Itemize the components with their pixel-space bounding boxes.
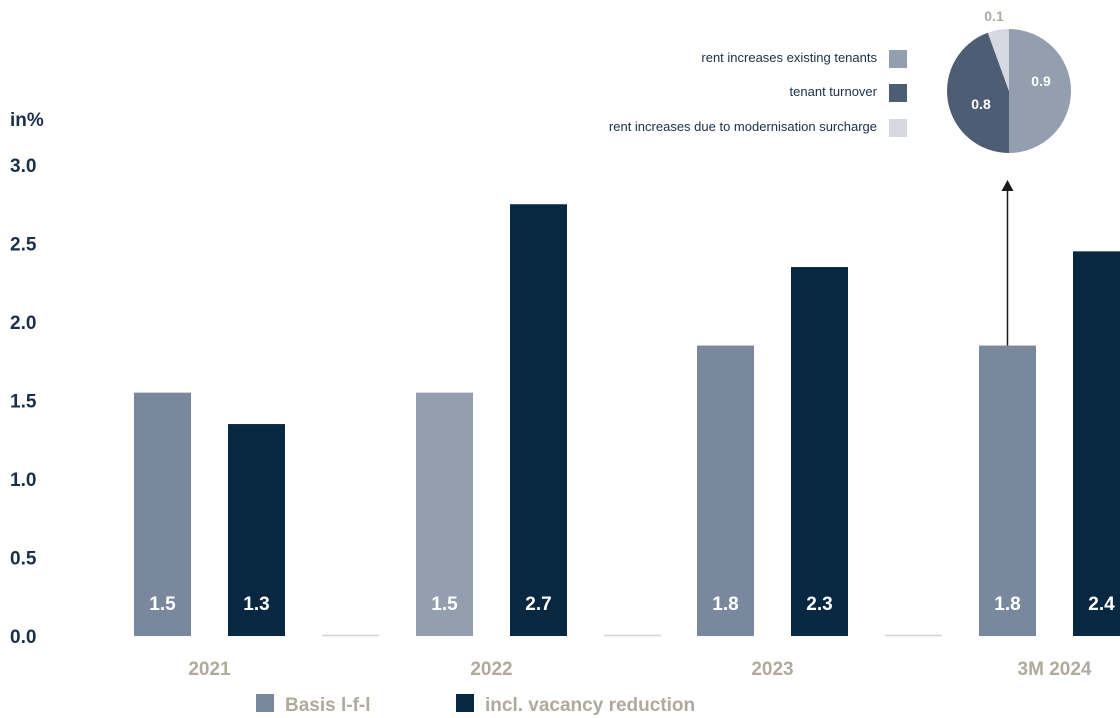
pie-link-arrow: [1001, 180, 1014, 346]
pie-slice: [1009, 29, 1071, 153]
bar-value-label: 1.8: [994, 594, 1020, 615]
pie-legend-label: tenant turnover: [790, 84, 878, 99]
bar-group: [134, 204, 1120, 636]
pie-slice-label: 0.8: [971, 96, 991, 112]
bar: [228, 424, 285, 636]
inset-pie: 0.9 0.8 0.1: [946, 8, 1071, 153]
bar-value-label: 1.5: [431, 594, 458, 615]
pie-legend-label: rent increases due to modernisation surc…: [609, 119, 877, 134]
bar-value-label: 2.3: [806, 594, 832, 615]
y-tick-label: 3.0: [10, 156, 36, 177]
y-axis-ticks: 0.0 0.5 1.0 1.5 2.0 2.5 3.0: [10, 156, 37, 648]
x-tick-label: 2021: [188, 659, 231, 680]
legend-label: Basis l-f-l: [285, 695, 371, 716]
y-axis-unit: in%: [10, 110, 44, 131]
y-tick-label: 0.5: [10, 549, 37, 570]
y-tick-label: 0.0: [10, 627, 36, 648]
pie-slice-label: 0.1: [984, 8, 1004, 24]
y-tick-label: 1.0: [10, 470, 36, 491]
bar-labels: 1.5 1.5 1.8 1.8 1.3 2.7 2.3 2.4: [149, 594, 1115, 615]
pie-slice-label: 0.9: [1031, 73, 1051, 89]
pie-legend-swatch: [889, 119, 907, 137]
legend-label: incl. vacancy reduction: [485, 695, 695, 716]
legend: Basis l-f-l incl. vacancy reduction: [256, 694, 695, 716]
bar-value-label: 1.5: [149, 594, 176, 615]
bar-value-label: 1.8: [712, 594, 738, 615]
legend-swatch: [456, 694, 474, 712]
y-tick-label: 2.5: [10, 235, 37, 256]
arrow-head: [1001, 180, 1014, 191]
bar-value-label: 1.3: [243, 594, 269, 615]
bar: [416, 392, 473, 636]
bar: [791, 267, 848, 636]
x-axis-labels: 2021 2022 2023 3M 2024: [188, 659, 1092, 680]
pie-slice: [946, 32, 1009, 153]
legend-swatch: [256, 694, 274, 712]
bar: [510, 204, 567, 636]
bar: [697, 345, 754, 636]
pie-legend-swatch: [889, 50, 907, 68]
x-tick-label: 2022: [470, 659, 512, 680]
bar: [979, 345, 1036, 636]
x-tick-label: 3M 2024: [1018, 659, 1092, 680]
y-tick-label: 1.5: [10, 392, 37, 413]
pie-slice: [987, 29, 1009, 91]
bar: [134, 392, 191, 636]
bar: [1073, 251, 1120, 636]
y-tick-label: 2.0: [10, 313, 36, 334]
pie-legend: rent increases existing tenants tenant tu…: [609, 50, 907, 137]
bar-value-label: 2.4: [1088, 594, 1115, 615]
pie-legend-label: rent increases existing tenants: [701, 50, 877, 65]
x-tick-label: 2023: [751, 659, 793, 680]
bar-value-label: 2.7: [525, 594, 551, 615]
pie-legend-swatch: [889, 84, 907, 102]
